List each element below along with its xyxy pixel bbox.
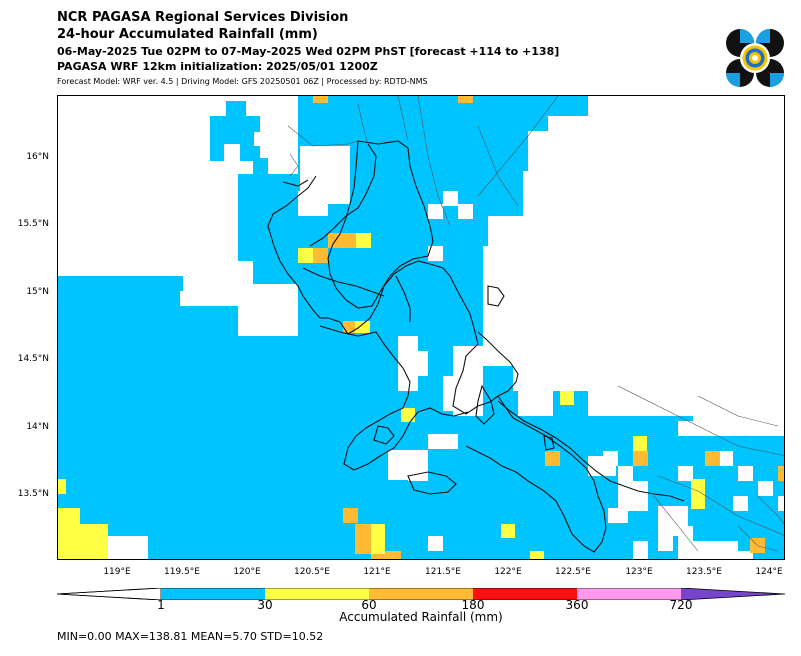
rainfall-map <box>57 95 785 560</box>
colorbar-segment-3 <box>369 588 473 600</box>
lon-label: 121.5°E <box>425 567 461 577</box>
coastlines <box>267 140 685 553</box>
rain-field-light <box>58 96 784 559</box>
lat-label: 13.5°N <box>17 489 49 499</box>
colorbar-label: Accumulated Rainfall (mm) <box>339 610 503 624</box>
colorbar-tick: 1 <box>157 598 165 612</box>
lon-label: 122.5°E <box>555 567 591 577</box>
colorbar-tick: 30 <box>257 598 273 612</box>
lat-label: 14.5°N <box>17 354 49 364</box>
province-boundaries <box>287 96 784 552</box>
lat-label: 14°N <box>26 422 49 432</box>
colorbar <box>57 588 785 600</box>
colorbar-tick: 60 <box>361 598 377 612</box>
lon-label: 119°E <box>103 567 131 577</box>
lon-label: 122°E <box>494 567 522 577</box>
lon-label: 123°E <box>625 567 653 577</box>
pagasa-seal-icon <box>726 29 784 87</box>
lat-label: 16°N <box>26 152 49 162</box>
map-title: NCR PAGASA Regional Services Division <box>57 10 349 25</box>
model-info: Forecast Model: WRF ver. 4.5 | Driving M… <box>57 77 428 86</box>
colorbar-segment-5 <box>577 588 681 600</box>
lat-label: 15°N <box>26 287 49 297</box>
lon-label: 124°E <box>755 567 783 577</box>
lon-label: 123.5°E <box>686 567 722 577</box>
colorbar-over-extension <box>681 588 785 600</box>
lon-label: 120°E <box>233 567 261 577</box>
colorbar-tick: 720 <box>669 598 693 612</box>
colorbar-segment-2 <box>265 588 369 600</box>
colorbar-under-extension <box>57 588 162 600</box>
colorbar-tick: 360 <box>565 598 589 612</box>
rain-field-heavy <box>58 233 705 559</box>
map-subtitle: 24-hour Accumulated Rainfall (mm) <box>57 27 318 42</box>
lon-label: 119.5°E <box>164 567 200 577</box>
forecast-period: 06-May-2025 Tue 02PM to 07-May-2025 Wed … <box>57 45 560 58</box>
lon-label: 120.5°E <box>294 567 330 577</box>
rain-field-gaps <box>58 96 784 559</box>
colorbar-segment-4 <box>473 588 577 600</box>
statistics-summary: MIN=0.00 MAX=138.81 MEAN=5.70 STD=10.52 <box>57 630 324 643</box>
initialization-info: PAGASA WRF 12km initialization: 2025/05/… <box>57 60 378 73</box>
lat-label: 15.5°N <box>17 219 49 229</box>
colorbar-segment-1 <box>161 588 265 600</box>
lon-label: 121°E <box>363 567 391 577</box>
colorbar-tick: 180 <box>461 598 485 612</box>
rainfall-map-canvas <box>58 96 784 559</box>
